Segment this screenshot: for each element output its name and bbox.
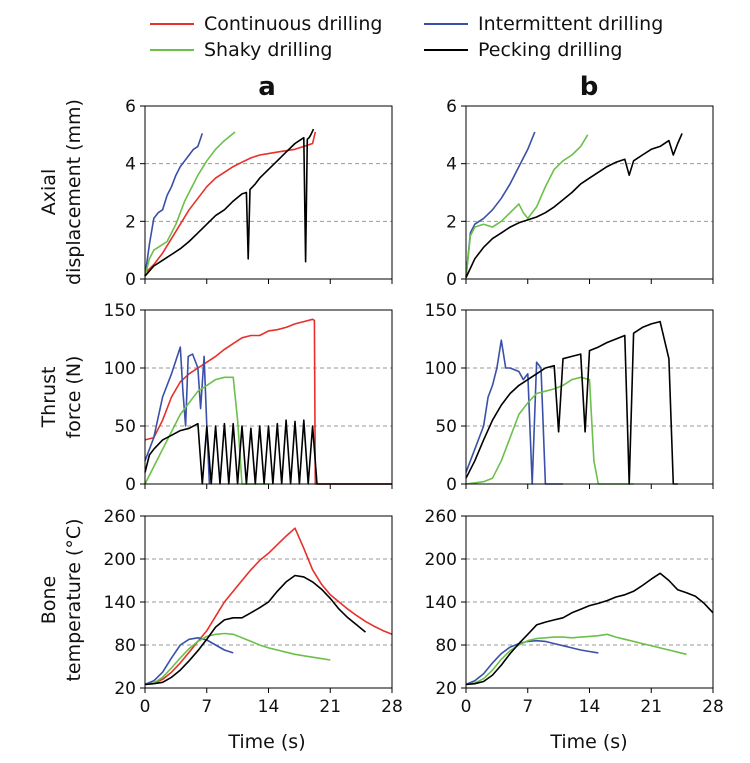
ytick-label-a-temperature-20: 20	[114, 679, 136, 699]
series-line-b-axial-shaky-drilling	[465, 134, 589, 278]
series-line-b-axial-intermittent-drilling	[465, 131, 536, 278]
chart-b-thrust: 0 50 100 150	[425, 301, 714, 495]
xtick-label-a-temperature-7: 7	[201, 697, 212, 717]
ytick-label-b-thrust-100: 100	[425, 359, 457, 379]
plot-frame-b-thrust	[465, 309, 714, 485]
series-line-a-thrust-intermittent-drilling	[144, 346, 211, 485]
xtick-label-a-temperature-14: 14	[258, 697, 280, 717]
ytick-label-a-axial-4: 4	[125, 155, 136, 175]
ytick-label-b-axial-0: 0	[446, 270, 457, 290]
series-line-a-axial-intermittent-drilling	[144, 133, 204, 277]
ytick-label-a-axial-0: 0	[125, 270, 136, 290]
legend-swatch-pecking	[424, 49, 468, 51]
series-line-a-thrust-pecking-drilling	[144, 419, 392, 485]
legend-swatch-continuous	[150, 23, 194, 25]
xtick-label-b-temperature-7: 7	[522, 697, 533, 717]
xtick-label-a-temperature-28: 28	[381, 697, 403, 717]
ytick-label-b-temperature-20: 20	[435, 679, 457, 699]
series-line-a-temperature-shaky-drilling	[144, 632, 331, 686]
series-line-b-thrust-intermittent-drilling	[465, 339, 563, 485]
ytick-label-b-axial-4: 4	[446, 155, 457, 175]
legend-item-continuous: Continuous drilling	[150, 12, 382, 36]
row-ylabel-temperature: Bone temperature (°C)	[38, 518, 85, 681]
plot-frame-b-temperature	[465, 515, 714, 689]
legend-label-continuous: Continuous drilling	[204, 13, 383, 35]
ytick-label-a-temperature-200: 200	[104, 550, 136, 570]
ytick-label-b-thrust-50: 50	[435, 417, 457, 437]
series-line-b-thrust-shaky-drilling	[465, 376, 634, 485]
legend-label-shaky: Shaky drilling	[204, 39, 333, 61]
plot-frame-b-axial	[465, 105, 714, 280]
series-line-b-temperature-intermittent-drilling	[465, 639, 599, 686]
series-line-a-axial-shaky-drilling	[144, 131, 236, 277]
row-ylabel-thrust: Thrust force (N)	[38, 356, 85, 439]
row-ylabel-axial: Axial displacement (mm)	[38, 99, 85, 285]
ytick-label-a-temperature-140: 140	[104, 593, 136, 613]
ytick-label-b-temperature-260: 260	[425, 507, 457, 527]
plot-frame-a-axial	[144, 105, 393, 280]
x-axis-label-a: Time (s)	[227, 731, 305, 753]
axial-ylabel-line1: Axial	[38, 169, 60, 215]
ytick-label-a-temperature-80: 80	[114, 636, 136, 656]
chart-b-temperature: 20 80 140 200 260 0 7 14 21 28	[425, 507, 724, 717]
chart-a-temperature: 20 80 140 200 260 0 7 14 21 28	[104, 507, 403, 717]
ytick-label-a-axial-2: 2	[125, 212, 136, 232]
legend-item-intermittent: Intermittent drilling	[424, 12, 663, 36]
series-line-b-thrust-pecking-drilling	[465, 320, 678, 485]
series-line-b-temperature-shaky-drilling	[465, 633, 687, 686]
xtick-label-a-temperature-0: 0	[140, 697, 151, 717]
chart-panels: 0246024605010015005010015020801402002600…	[104, 97, 724, 717]
series-line-a-axial-pecking-drilling	[144, 128, 315, 277]
ytick-label-a-thrust-100: 100	[104, 359, 136, 379]
series-line-a-axial-continuous-drilling	[144, 131, 317, 274]
legend-item-shaky: Shaky drilling	[150, 38, 332, 62]
plot-frame-a-thrust	[144, 309, 393, 485]
xtick-label-a-temperature-21: 21	[319, 697, 341, 717]
ytick-label-b-thrust-150: 150	[425, 301, 457, 321]
series-line-a-temperature-pecking-drilling	[144, 574, 367, 686]
chart-a-axial: 0 2 4 6	[125, 97, 393, 290]
series-line-a-thrust-continuous-drilling	[144, 318, 392, 485]
ytick-label-a-temperature-260: 260	[104, 507, 136, 527]
temperature-ylabel-line1: Bone	[38, 576, 60, 624]
xtick-label-b-temperature-14: 14	[579, 697, 601, 717]
series-line-b-temperature-pecking-drilling	[465, 572, 714, 686]
xtick-label-b-temperature-0: 0	[461, 697, 472, 717]
legend: Continuous drilling Intermittent drillin…	[0, 0, 750, 70]
panel-label-a: a	[258, 72, 276, 102]
ytick-label-a-axial-6: 6	[125, 97, 136, 117]
x-axis-label-b: Time (s)	[549, 731, 627, 753]
legend-swatch-intermittent	[424, 23, 468, 25]
ytick-label-b-thrust-0: 0	[446, 475, 457, 495]
series-line-a-temperature-continuous-drilling	[144, 527, 393, 686]
ytick-label-a-thrust-50: 50	[114, 417, 136, 437]
ytick-label-a-thrust-0: 0	[125, 475, 136, 495]
xtick-label-b-temperature-21: 21	[640, 697, 662, 717]
temperature-ylabel-line2: temperature (°C)	[63, 518, 85, 681]
ytick-label-b-temperature-200: 200	[425, 550, 457, 570]
ytick-label-a-thrust-150: 150	[104, 301, 136, 321]
axial-ylabel-line2: displacement (mm)	[63, 99, 85, 285]
panel-label-b: b	[580, 72, 599, 102]
series-line-b-axial-pecking-drilling	[465, 133, 683, 278]
chart-a-thrust: 0 50 100 150	[104, 301, 393, 495]
legend-swatch-shaky	[150, 49, 194, 51]
legend-label-intermittent: Intermittent drilling	[478, 13, 664, 35]
legend-item-pecking: Pecking drilling	[424, 38, 622, 62]
series-line-a-temperature-intermittent-drilling	[144, 636, 234, 686]
thrust-ylabel-line2: force (N)	[63, 356, 85, 439]
ytick-label-b-temperature-140: 140	[425, 593, 457, 613]
xtick-label-b-temperature-28: 28	[702, 697, 724, 717]
chart-b-axial: 0 2 4 6	[446, 97, 714, 290]
ytick-label-b-temperature-80: 80	[435, 636, 457, 656]
thrust-ylabel-line1: Thrust	[38, 367, 60, 429]
ytick-label-b-axial-6: 6	[446, 97, 457, 117]
plot-frame-a-temperature	[144, 515, 393, 689]
legend-label-pecking: Pecking drilling	[478, 39, 623, 61]
ytick-label-b-axial-2: 2	[446, 212, 457, 232]
